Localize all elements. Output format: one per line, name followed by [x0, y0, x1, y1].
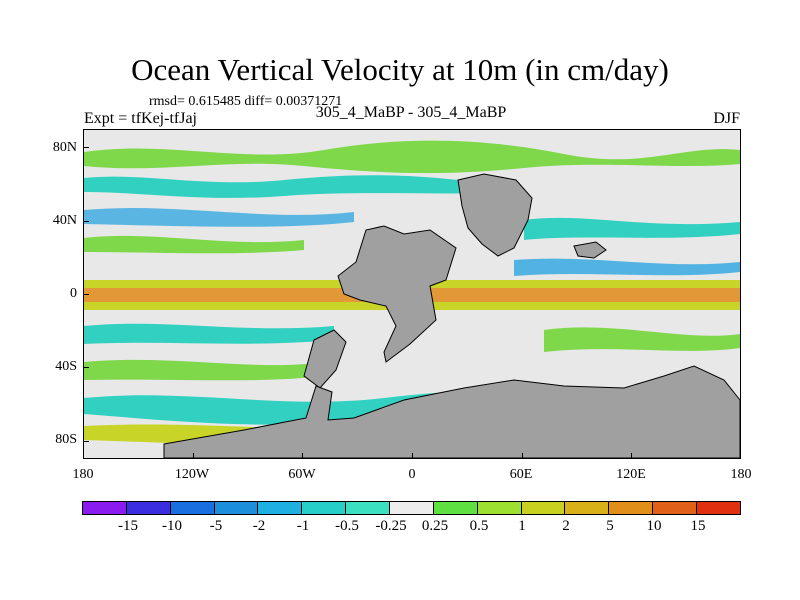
colorbar: [82, 501, 741, 515]
y-tick-mark: [83, 220, 89, 222]
x-tick-label: 180: [72, 467, 94, 482]
south-stripe-1: [84, 323, 334, 344]
y-tick-mark: [83, 367, 89, 369]
colorbar-label: -1: [296, 518, 310, 534]
colorbar-label: -0.25: [375, 518, 407, 534]
arctic-stripe: [84, 140, 740, 174]
north-stripe-2: [84, 208, 354, 227]
x-tick-label: 0: [408, 467, 416, 482]
colorbar-swatch: [652, 501, 698, 515]
season-label: DJF: [713, 110, 740, 127]
north-pacific-stripe: [524, 217, 740, 240]
x-tick-mark: [302, 453, 304, 459]
case-label: 305_4_MaBP - 305_4_MaBP: [315, 104, 507, 121]
x-tick-label: 60E: [509, 467, 533, 482]
land-island-east: [573, 241, 607, 259]
indian-ocean-stripe: [544, 327, 740, 352]
colorbar-label: 10: [646, 518, 662, 534]
y-tick-label: 0: [70, 286, 77, 301]
colorbar-swatch: [432, 501, 478, 515]
colorbar-swatch: [213, 501, 259, 515]
colorbar-swatch: [125, 501, 171, 515]
colorbar-swatch: [257, 501, 303, 515]
y-tick-label: 40S: [55, 359, 77, 374]
colorbar-swatch: [345, 501, 391, 515]
y-tick-label: 80S: [55, 432, 77, 447]
map-panel: [83, 129, 741, 459]
x-tick-mark: [631, 453, 633, 459]
colorbar-label: -15: [118, 518, 138, 534]
x-tick-label: 180: [730, 467, 752, 482]
colorbar-swatch: [82, 501, 127, 515]
colorbar-swatch: [564, 501, 610, 515]
y-tick-label: 40N: [52, 213, 77, 228]
colorbar-label: 0.5: [469, 518, 489, 534]
x-tick-mark: [521, 453, 523, 459]
land-antarctica: [163, 365, 740, 458]
land-africa-europe: [337, 225, 457, 363]
colorbar-label: -2: [252, 518, 266, 534]
land-south-america: [303, 329, 347, 389]
subtropic-stripe: [514, 258, 740, 276]
south-stripe-2: [84, 359, 324, 381]
colorbar-label: -10: [162, 518, 182, 534]
x-tick-label: 60W: [288, 467, 316, 482]
rmsd-diff-label: rmsd= 0.615485 diff= 0.00371271: [149, 94, 343, 109]
x-tick-mark: [192, 453, 194, 459]
colorbar-label: -5: [209, 518, 223, 534]
colorbar-label: 5: [606, 518, 614, 534]
y-tick-mark: [83, 294, 89, 295]
y-tick-label: 80N: [52, 140, 77, 155]
x-tick-mark: [412, 453, 413, 459]
colorbar-swatch: [301, 501, 347, 515]
x-tick-label: 120W: [174, 467, 210, 482]
land-asia: [457, 173, 533, 257]
colorbar-swatch: [476, 501, 522, 515]
colorbar-swatch: [169, 501, 215, 515]
colorbar-label: 2: [562, 518, 570, 534]
experiment-label: Expt = tfKej-tfJaj: [84, 110, 197, 127]
colorbar-label: -0.5: [335, 518, 359, 534]
velocity-field-map: [84, 130, 740, 458]
colorbar-label: 0.25: [421, 518, 449, 534]
colorbar-label: 15: [690, 518, 706, 534]
colorbar-swatch: [608, 501, 654, 515]
colorbar-swatch: [520, 501, 566, 515]
y-tick-mark: [83, 147, 89, 149]
colorbar-label: 1: [518, 518, 526, 534]
x-tick-mark: [740, 453, 741, 459]
colorbar-swatch: [696, 501, 741, 515]
north-stripe-3: [84, 235, 304, 254]
x-tick-label: 120E: [616, 467, 646, 482]
x-tick-mark: [83, 453, 84, 459]
north-stripe-1: [84, 175, 504, 198]
colorbar-swatch: [389, 501, 434, 515]
y-tick-mark: [83, 440, 89, 442]
map-title: Ocean Vertical Velocity at 10m (in cm/da…: [131, 52, 669, 87]
